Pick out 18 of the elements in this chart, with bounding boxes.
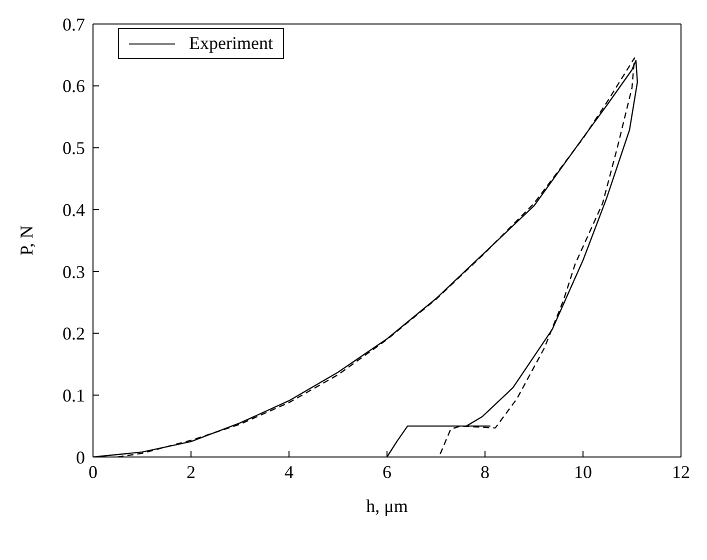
y-tick-label: 0 bbox=[76, 447, 85, 468]
x-axis-title: h, μm bbox=[366, 496, 408, 516]
x-tick-label: 10 bbox=[574, 462, 592, 482]
y-tick-label: 0.3 bbox=[62, 262, 85, 282]
x-tick-label: 12 bbox=[672, 462, 690, 482]
x-tick-label: 0 bbox=[88, 462, 98, 482]
y-axis-title: P, N bbox=[16, 225, 36, 256]
y-tick-label: 0.1 bbox=[62, 386, 85, 406]
x-tick-label: 6 bbox=[382, 462, 392, 482]
y-tick-label: 0.2 bbox=[62, 324, 85, 344]
y-tick-label: 0.6 bbox=[62, 76, 85, 96]
y-tick-label: 0.5 bbox=[62, 138, 85, 158]
y-tick-label: 0.7 bbox=[62, 14, 85, 34]
legend-label: Experiment bbox=[189, 33, 273, 54]
x-tick-label: 4 bbox=[284, 462, 294, 482]
x-tick-label: 2 bbox=[186, 462, 196, 482]
x-tick-label: 8 bbox=[480, 462, 490, 482]
y-tick-label: 0.4 bbox=[62, 200, 85, 220]
